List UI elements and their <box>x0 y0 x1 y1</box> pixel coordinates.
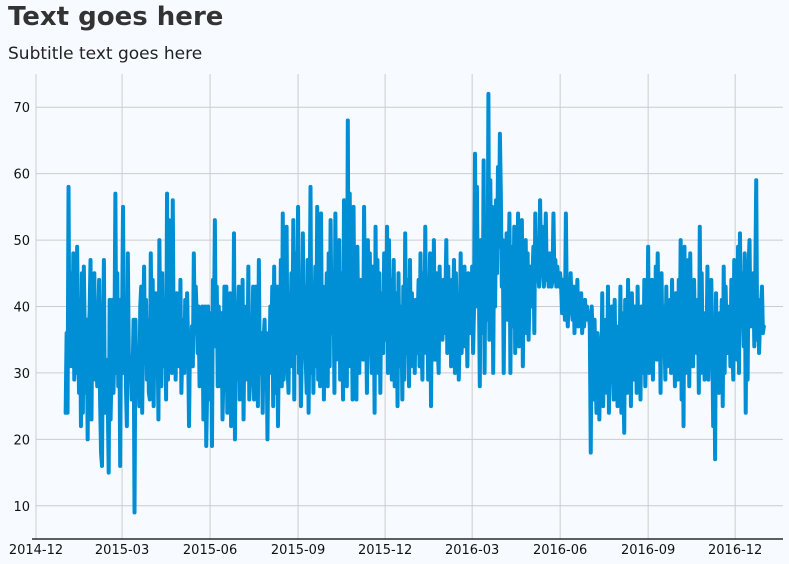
chart-title: Text goes here <box>8 2 224 32</box>
series-line <box>63 91 766 515</box>
x-tick-label: 2016-09 <box>621 543 675 558</box>
x-tick-label: 2014-12 <box>9 543 63 558</box>
x-tick-label: 2015-12 <box>358 543 412 558</box>
x-tick-label: 2015-03 <box>95 543 149 558</box>
x-tick-label: 2016-03 <box>445 543 499 558</box>
y-tick-label: 10 <box>13 500 30 515</box>
y-tick-label: 20 <box>13 433 30 448</box>
x-tick-label: 2016-06 <box>533 543 587 558</box>
x-tick-label: 2015-09 <box>271 543 325 558</box>
axis-layer: 10 20 30 40 50 60 70 2014-12 2015-03 2015-06 2015-… <box>9 101 783 558</box>
x-tick-label: 2015-06 <box>183 543 237 558</box>
y-tick-label: 50 <box>13 234 30 249</box>
y-tick-label: 30 <box>13 367 30 382</box>
y-tick-label: 60 <box>13 168 30 183</box>
y-tick-label: 40 <box>13 301 30 316</box>
chart-subtitle: Subtitle text goes here <box>8 44 203 64</box>
series-layer <box>63 91 766 515</box>
y-tick-label: 70 <box>13 101 30 116</box>
x-tick-label: 2016-12 <box>708 543 762 558</box>
